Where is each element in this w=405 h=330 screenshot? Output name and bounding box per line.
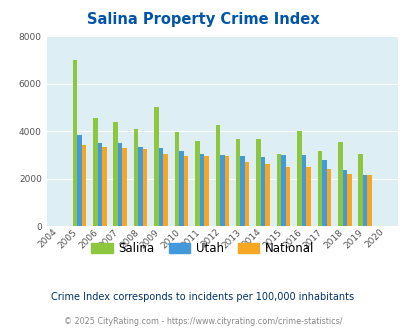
Bar: [224, 156, 228, 226]
Bar: [81, 146, 86, 226]
Bar: [138, 147, 143, 226]
Bar: [77, 135, 81, 226]
Bar: [195, 141, 199, 226]
Bar: [97, 143, 102, 226]
Bar: [276, 154, 281, 226]
Bar: [326, 169, 330, 226]
Bar: [179, 151, 183, 226]
Bar: [342, 170, 346, 226]
Bar: [102, 147, 106, 226]
Bar: [93, 118, 97, 226]
Bar: [204, 156, 208, 226]
Text: Salina Property Crime Index: Salina Property Crime Index: [87, 12, 318, 26]
Bar: [265, 164, 269, 226]
Bar: [305, 167, 310, 226]
Text: © 2025 CityRating.com - https://www.cityrating.com/crime-statistics/: © 2025 CityRating.com - https://www.city…: [64, 317, 341, 326]
Bar: [285, 167, 290, 226]
Bar: [220, 155, 224, 226]
Bar: [158, 148, 163, 226]
Bar: [72, 60, 77, 226]
Bar: [256, 140, 260, 226]
Bar: [260, 157, 265, 226]
Bar: [321, 160, 326, 226]
Bar: [301, 155, 305, 226]
Text: Crime Index corresponds to incidents per 100,000 inhabitants: Crime Index corresponds to incidents per…: [51, 292, 354, 302]
Bar: [215, 125, 220, 226]
Bar: [134, 129, 138, 226]
Bar: [235, 140, 240, 226]
Bar: [154, 108, 158, 226]
Bar: [346, 174, 351, 226]
Bar: [240, 156, 244, 226]
Bar: [118, 143, 122, 226]
Bar: [244, 162, 249, 226]
Bar: [122, 148, 127, 226]
Bar: [362, 175, 367, 226]
Bar: [183, 156, 188, 226]
Bar: [317, 151, 321, 226]
Bar: [174, 132, 179, 226]
Bar: [143, 149, 147, 226]
Bar: [163, 154, 167, 226]
Bar: [199, 154, 204, 226]
Bar: [281, 155, 285, 226]
Bar: [296, 131, 301, 226]
Bar: [113, 122, 118, 226]
Bar: [337, 142, 342, 226]
Bar: [358, 154, 362, 226]
Legend: Salina, Utah, National: Salina, Utah, National: [86, 237, 319, 260]
Bar: [367, 175, 371, 226]
